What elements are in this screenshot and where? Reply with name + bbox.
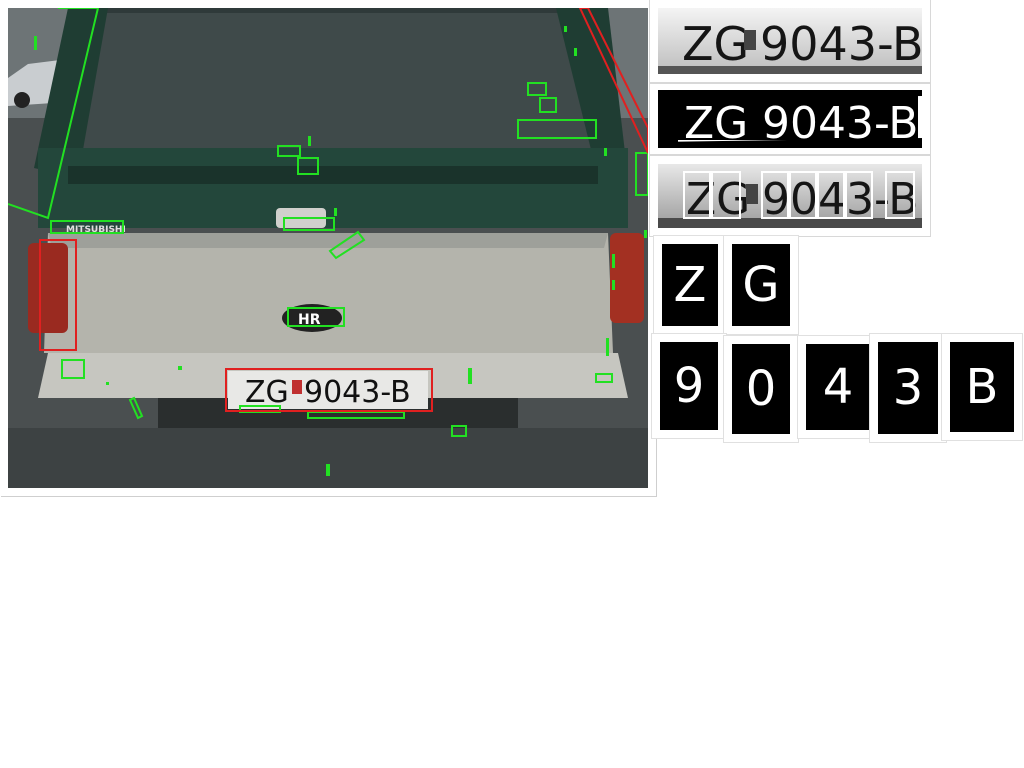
char-crop: 9 xyxy=(660,342,718,430)
stage-binarized-panel: ZG 9043-B xyxy=(650,84,930,154)
candidate-box xyxy=(50,220,124,234)
stage-binarized-prefix: ZG xyxy=(684,98,748,148)
stage-binarized-image: ZG 9043-B xyxy=(658,90,922,148)
plate-prefix: ZG xyxy=(245,375,289,410)
candidate-box xyxy=(128,396,144,420)
candidate-box xyxy=(517,119,597,139)
candidate-box xyxy=(328,230,366,260)
char-panel-z: Z xyxy=(654,236,726,334)
plate-number: 9043-B xyxy=(304,375,411,410)
char-crop: 3 xyxy=(878,342,938,434)
badge-text: MITSUBISHI xyxy=(66,225,126,235)
photo-frame: HR MITSUBISHI ZG 9043-B xyxy=(0,0,656,496)
candidate-box xyxy=(451,425,467,437)
candidate-specks xyxy=(34,26,647,476)
stage-grayscale-prefix: ZG xyxy=(682,17,749,71)
char-panel-4: 4 xyxy=(798,336,878,438)
candidate-box xyxy=(595,373,613,383)
candidate-box xyxy=(635,152,648,196)
rejected-box-right xyxy=(578,8,648,154)
segment-boxes xyxy=(683,171,915,219)
stage-grayscale-panel: ZG 9043-B xyxy=(650,0,930,82)
car-photo-svg: HR MITSUBISHI ZG 9043-B xyxy=(8,8,648,488)
char-crop: 0 xyxy=(732,344,790,434)
candidate-box xyxy=(297,157,319,175)
char-crop: B xyxy=(950,342,1014,432)
car-photo: HR MITSUBISHI ZG 9043-B xyxy=(8,8,648,488)
candidate-boxes xyxy=(8,8,648,437)
rejected-box-taillight xyxy=(39,239,77,351)
char-panel-3: 3 xyxy=(870,334,946,442)
char-crop: 4 xyxy=(806,344,870,430)
stage-grayscale-number: 9043-B xyxy=(760,17,922,71)
char-crop: G xyxy=(732,244,790,326)
char-panel-0: 0 xyxy=(724,336,798,442)
stage-segmented-panel: ZG 9043-B xyxy=(650,156,930,236)
emblem-text: HR xyxy=(298,312,321,328)
stage-grayscale-image: ZG 9043-B xyxy=(658,8,922,74)
candidate-box-left-frame xyxy=(8,8,100,220)
license-plate xyxy=(228,371,428,409)
char-panel-g: G xyxy=(724,236,798,334)
char-crop: Z xyxy=(662,244,718,326)
char-panel-b: B xyxy=(942,334,1022,440)
rejected-boxes xyxy=(39,8,648,412)
candidate-box xyxy=(527,82,547,96)
stage-segmented-image: ZG 9043-B xyxy=(658,164,922,228)
char-panel-9: 9 xyxy=(652,334,726,438)
candidate-box xyxy=(283,217,335,231)
candidate-box xyxy=(277,145,301,157)
candidate-box xyxy=(539,97,557,113)
stage-binarized-number: 9043-B xyxy=(762,98,918,148)
candidate-box xyxy=(61,359,85,379)
candidate-box xyxy=(287,307,345,327)
detected-plate-box xyxy=(225,368,433,412)
